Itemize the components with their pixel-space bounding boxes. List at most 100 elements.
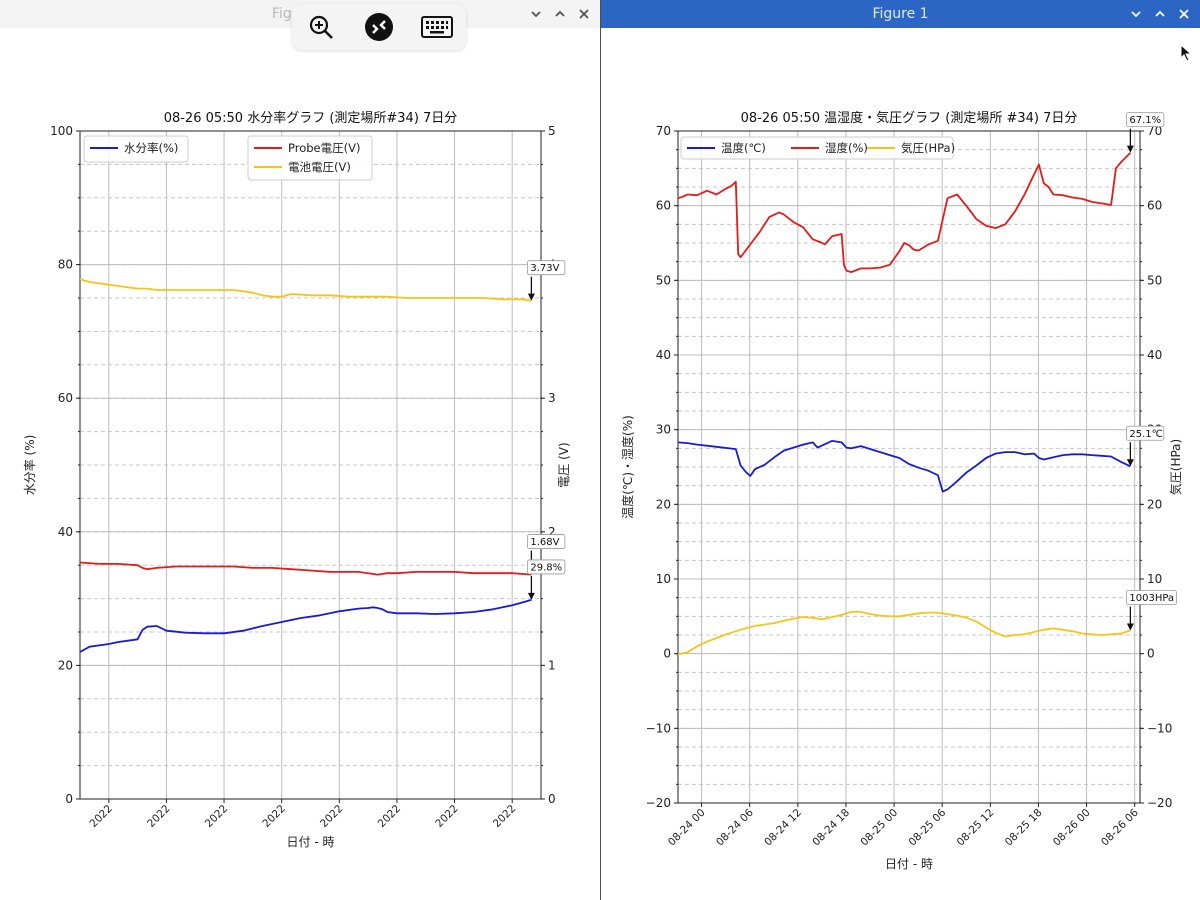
- y-tick-label: 40: [58, 525, 73, 539]
- grid: [80, 130, 541, 800]
- remote-desktop-icon[interactable]: [361, 9, 397, 45]
- y-right-tick-label: 20: [1147, 497, 1162, 511]
- x-tick-label: 2022: [433, 803, 460, 830]
- grid: [678, 130, 1140, 804]
- annotation-box: [1125, 112, 1165, 128]
- y-tick-label: 0: [65, 792, 73, 806]
- annotation-box: [1125, 590, 1177, 605]
- annotation-arrowhead: [527, 293, 535, 301]
- y-right-axis-label: 電圧 (V): [557, 442, 571, 487]
- x-tick-label: 08-26 00: [1051, 807, 1093, 849]
- annotation-label: 3.73V: [530, 263, 559, 274]
- y-tick-label: 70: [656, 124, 671, 138]
- figure-window-temperature: Figure 1 −20 −10 0 10 20 30 40 50 60 70 −20 −10 0 10 2…: [601, 0, 1200, 900]
- x-tick-label: 2022: [260, 803, 287, 830]
- x-tick-label: 08-25 18: [1003, 807, 1045, 849]
- y-tick-label: 100: [50, 124, 73, 138]
- annotation: 67.1%: [1125, 112, 1165, 153]
- chart-title: 08-26 05:50 温湿度・気圧グラフ (測定場所 #34) 7日分: [741, 110, 1078, 126]
- y-right-tick-label: 0: [548, 792, 556, 806]
- annotation: 3.73V: [526, 260, 566, 301]
- x-tick-label: 08-24 00: [666, 807, 708, 849]
- zoom-in-icon[interactable]: [303, 9, 339, 45]
- annotation-label: 29.8%: [530, 562, 562, 573]
- keyboard-icon[interactable]: [419, 9, 455, 45]
- annotation-label: 1.68V: [530, 537, 559, 548]
- annotation-box: [526, 559, 566, 575]
- annotation-arrowhead: [1126, 623, 1134, 631]
- plot-frame: [79, 130, 542, 800]
- series-line-probe-v: [79, 561, 532, 576]
- annotation: 1003HPa: [1125, 590, 1177, 631]
- remote-desktop-toolbar: [292, 4, 466, 50]
- legend-frame: [83, 135, 189, 163]
- y-right-tick-label: 2: [548, 525, 556, 539]
- x-tick-label: 2022: [491, 803, 518, 830]
- x-tick-label: 08-24 06: [714, 806, 756, 848]
- y-tick-label: 60: [656, 199, 671, 213]
- annotation-box: [526, 534, 566, 549]
- y-right-tick-label: 0: [1147, 647, 1155, 661]
- legend-label: 電池電圧(V): [288, 160, 351, 174]
- y-tick-label: 30: [656, 423, 671, 437]
- y-right-tick-label: 40: [1147, 348, 1162, 362]
- annotation-label: 1003HPa: [1129, 593, 1174, 604]
- series-line-: [677, 152, 1132, 274]
- window-title: Figure 1: [872, 6, 929, 22]
- y-tick-label: 40: [656, 348, 671, 362]
- x-axis-label: 日付 - 時: [287, 835, 335, 849]
- y-tick-label: −10: [646, 721, 671, 735]
- figure-window-moisture: Figure 1 0204060801000123452022202220222…: [0, 0, 600, 900]
- y-right-tick-label: 50: [1147, 273, 1162, 287]
- x-tick-label: 08-24 12: [762, 807, 804, 849]
- series-line-hpa: [677, 611, 1131, 656]
- x-tick-label: 08-25 06: [906, 806, 948, 848]
- annotation: 25.1℃: [1125, 425, 1165, 467]
- y-axis-label: 温度(℃)・湿度(%): [620, 415, 635, 519]
- maximize-button[interactable]: [550, 4, 570, 24]
- y-tick-label: 10: [656, 572, 671, 586]
- annotation-label: 67.1%: [1129, 115, 1161, 126]
- x-tick-label: 08-25 00: [858, 807, 900, 849]
- y-right-tick-label: 10: [1147, 572, 1162, 586]
- legend-label: 温度(℃): [721, 141, 766, 155]
- y-right-tick-label: 3: [548, 391, 556, 405]
- x-tick-label: 08-24 18: [810, 807, 852, 849]
- x-axis-label: 日付 - 時: [885, 857, 933, 871]
- legend: 温度(℃) 湿度(%) 気圧(HPa): [680, 136, 955, 160]
- x-tick-label: 2022: [318, 803, 345, 830]
- x-tick-label: 2022: [88, 803, 115, 830]
- y-right-tick-label: 1: [548, 658, 556, 672]
- annotation-arrowhead: [1126, 459, 1134, 467]
- y-right-tick-label: 5: [548, 124, 556, 138]
- y-tick-label: 60: [58, 391, 73, 405]
- annotation-box: [526, 260, 566, 276]
- temperature-humidity-chart: −20−10010203040506070−20−100102030405060…: [620, 110, 1183, 871]
- maximize-button[interactable]: [1150, 4, 1170, 24]
- annotation-label: 25.1℃: [1129, 429, 1163, 440]
- series-line-: [677, 439, 1131, 493]
- y-tick-label: −20: [646, 796, 671, 810]
- x-tick-label: 08-26 06: [1099, 806, 1141, 848]
- legend-label: 湿度(%): [825, 141, 868, 155]
- moisture-chart: 0204060801000123452022202220222022202220…: [22, 110, 571, 849]
- x-tick-label: 2022: [203, 803, 230, 830]
- x-tick-label: 2022: [145, 803, 172, 830]
- annotation-box: [1125, 425, 1165, 441]
- window-titlebar[interactable]: Figure 1: [601, 0, 1200, 28]
- x-tick-label: 08-25 12: [955, 807, 997, 849]
- close-button[interactable]: [574, 4, 594, 24]
- legend-label: 水分率(%): [124, 141, 178, 155]
- minimize-button[interactable]: [526, 4, 546, 24]
- series-line-v: [79, 278, 532, 302]
- mouse-cursor-icon: [1180, 43, 1193, 66]
- y-right-axis-label: 気圧(HPa): [1168, 439, 1183, 495]
- series-line-: [79, 599, 532, 653]
- y-right-tick-label: −20: [1147, 796, 1172, 810]
- minimize-button[interactable]: [1126, 4, 1146, 24]
- close-button[interactable]: [1174, 4, 1194, 24]
- y-tick-label: 20: [656, 497, 671, 511]
- legend-label: Probe電圧(V): [288, 141, 360, 155]
- annotation: 29.8%: [526, 559, 566, 600]
- annotation-arrowhead: [527, 592, 535, 600]
